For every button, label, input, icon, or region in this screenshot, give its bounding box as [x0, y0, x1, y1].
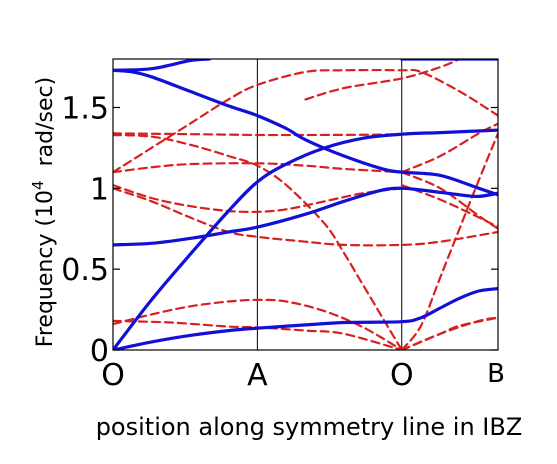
y-tick-label: 1: [90, 172, 109, 207]
x-tick-label: B: [487, 359, 505, 389]
dashed-branch-line: [400, 171, 498, 230]
dashed-branch-line: [400, 122, 498, 174]
y-tick-label: 1.5: [61, 92, 109, 127]
svg-text:Frequency (104rad/sec): Frequency (104 rad/sec): [29, 77, 58, 347]
dashed-branch-line: [400, 132, 498, 350]
y-axis-label-exponent: 4: [29, 180, 47, 190]
dashed-branch-line: [400, 316, 498, 350]
plot-area: [112, 58, 499, 351]
solid-branch-line: [113, 68, 498, 197]
dashed-branch-line: [113, 162, 403, 174]
x-tick-label: A: [247, 358, 268, 393]
dashed-branch-line: [304, 59, 461, 101]
dashed-branch-line: [113, 187, 498, 247]
solid-branch-line: [113, 128, 498, 350]
x-tick-label: O: [390, 358, 414, 393]
solid-branch-line: [113, 287, 498, 350]
solid-branch-line: [113, 186, 498, 247]
y-axis-label: Frequency (104 rad/sec): [29, 77, 58, 347]
y-axis-label-unit: rad/sec): [33, 77, 58, 167]
plot-frame: [112, 58, 499, 351]
dashed-branch-line: [113, 68, 498, 174]
y-axis-label-main: Frequency (10: [33, 190, 58, 347]
y-tick-label: 0: [90, 334, 109, 369]
x-axis-label: position along symmetry line in IBZ: [96, 413, 523, 441]
dashed-branch-line: [113, 184, 403, 213]
solid-branch-line: [113, 59, 211, 72]
dashed-branch-line: [113, 133, 403, 350]
y-axis-ticks: 0 0.5 1 1.5: [61, 92, 498, 369]
x-tick-label: O: [101, 358, 125, 393]
dashed-branch-line: [113, 298, 403, 350]
y-tick-label: 0.5: [61, 253, 109, 288]
